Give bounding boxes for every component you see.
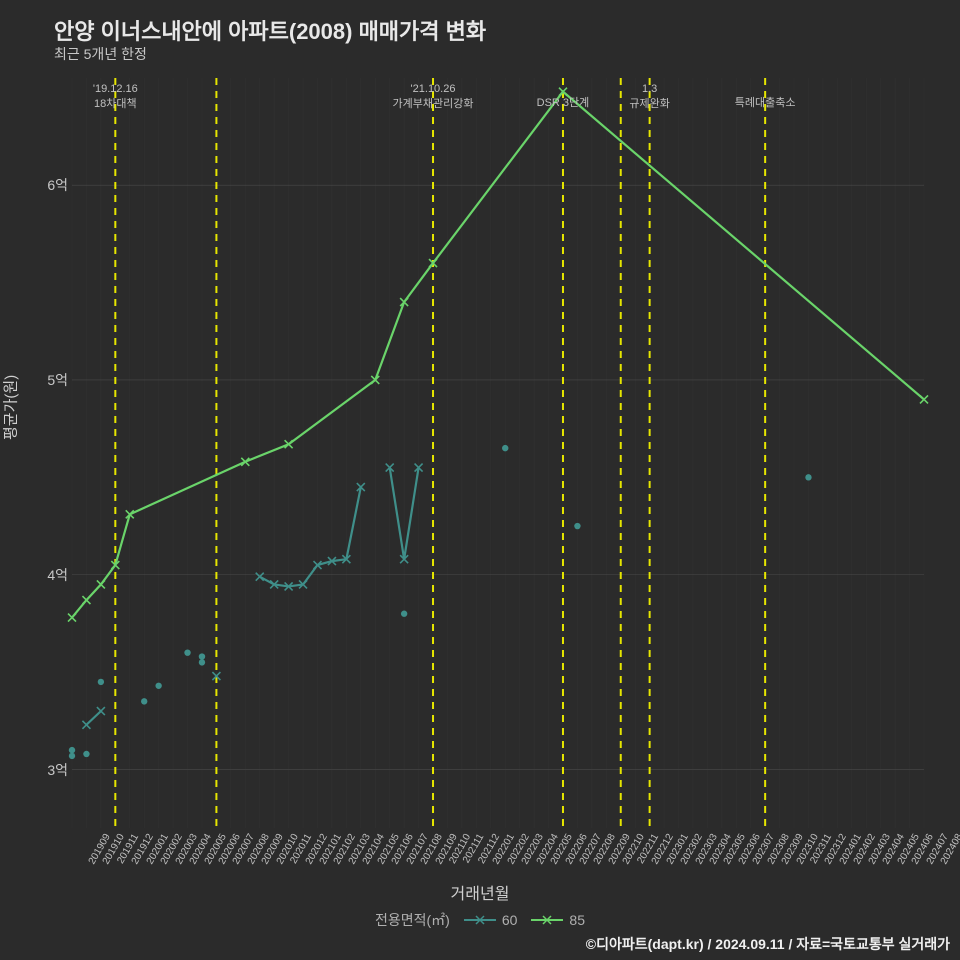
chart-title: 안양 이너스내안에 아파트(2008) 매매가격 변화	[54, 14, 486, 46]
legend-label-60: 60	[502, 912, 518, 928]
x-axis-label: 거래년월	[451, 880, 510, 904]
vline-annotation: 1.3규제완화	[629, 82, 669, 112]
y-tick: 5억	[47, 370, 68, 390]
vline-annotation: 특례대출축소	[735, 96, 796, 111]
credit-text: ©디아파트(dapt.kr) / 2024.09.11 / 자료=국토교통부 실…	[586, 934, 950, 954]
chart-subtitle: 최근 5개년 한정	[54, 44, 147, 64]
legend-label-85: 85	[569, 912, 585, 928]
vline-annotation: '21.10.26가계부채관리강화	[393, 82, 474, 112]
vline-annotation: '19.12.1618차대책	[93, 82, 138, 112]
legend-swatch-85	[531, 913, 563, 927]
vline-annotation: DSR 3단계	[537, 96, 590, 111]
legend: 전용면적(㎡) 60 85	[375, 910, 585, 930]
legend-title: 전용면적(㎡)	[375, 910, 450, 930]
y-axis-label: 평균가(원)	[0, 375, 21, 440]
y-tick: 6억	[47, 175, 68, 195]
y-tick: 3억	[47, 760, 68, 780]
legend-item-60: 60	[464, 912, 518, 928]
legend-swatch-60	[464, 913, 496, 927]
chart-plot	[54, 68, 934, 838]
y-tick: 4억	[47, 565, 68, 585]
legend-item-85: 85	[531, 912, 585, 928]
